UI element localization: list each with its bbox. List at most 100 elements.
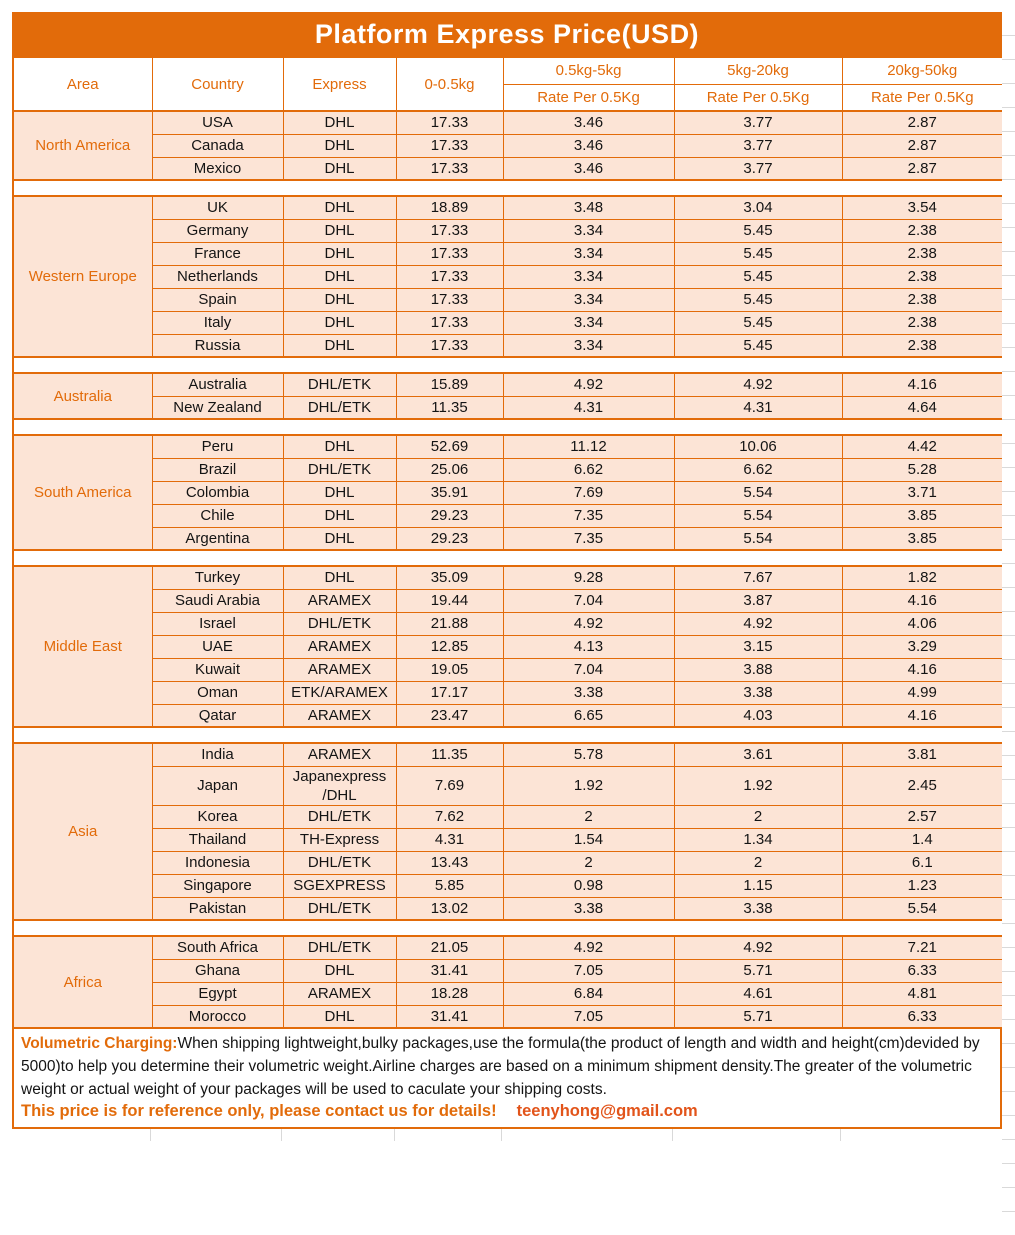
price-cell: 17.33 bbox=[395, 133, 504, 158]
price-cell: 13.43 bbox=[395, 850, 504, 875]
price-cell: 11.35 bbox=[395, 742, 504, 767]
spreadsheet-gridlines-bottom bbox=[12, 1129, 1002, 1141]
price-cell: 2 bbox=[673, 850, 843, 875]
price-cell: 17.17 bbox=[395, 680, 504, 705]
price-cell: 4.92 bbox=[673, 611, 843, 636]
col-header-rate-1: Rate Per 0.5Kg bbox=[502, 83, 675, 112]
price-table-body: North America USA DHL 17.33 3.46 3.77 2.87 Cana… bbox=[12, 110, 1004, 1029]
country-cell: India bbox=[151, 742, 284, 767]
country-cell: Korea bbox=[151, 804, 284, 829]
price-cell: 3.54 bbox=[841, 195, 1004, 220]
price-cell: 4.92 bbox=[673, 372, 843, 397]
col-header-area: Area bbox=[12, 56, 153, 112]
price-cell: 7.05 bbox=[502, 958, 675, 983]
price-cell: 3.34 bbox=[502, 310, 675, 335]
price-cell: 5.78 bbox=[502, 742, 675, 767]
express-cell: ARAMEX bbox=[282, 634, 397, 659]
price-cell: 19.05 bbox=[395, 657, 504, 682]
price-cell: 52.69 bbox=[395, 434, 504, 459]
country-cell: Pakistan bbox=[151, 896, 284, 921]
price-cell: 17.33 bbox=[395, 287, 504, 312]
price-cell: 3.34 bbox=[502, 264, 675, 289]
express-cell: ARAMEX bbox=[282, 703, 397, 728]
country-cell: USA bbox=[151, 110, 284, 135]
price-cell: 2.38 bbox=[841, 310, 1004, 335]
separator-cell bbox=[12, 726, 1004, 744]
table-row: Mexico DHL 17.33 3.46 3.77 2.87 bbox=[13, 156, 1004, 181]
price-cell: 1.4 bbox=[841, 827, 1004, 852]
price-cell: 17.33 bbox=[395, 156, 504, 181]
table-row: Asia India ARAMEX 11.35 5.78 3.61 3.81 bbox=[12, 742, 1004, 921]
price-cell: 6.33 bbox=[841, 1004, 1004, 1029]
price-cell: 3.38 bbox=[673, 896, 843, 921]
price-cell: 4.92 bbox=[502, 935, 675, 960]
price-cell: 2 bbox=[502, 804, 675, 829]
price-cell: 4.16 bbox=[841, 657, 1004, 682]
table-row: Brazil DHL/ETK 25.06 6.62 6.62 5.28 bbox=[13, 457, 1004, 482]
table-row: Ghana DHL 31.41 7.05 5.71 6.33 bbox=[13, 958, 1004, 983]
price-cell: 2 bbox=[673, 804, 843, 829]
reference-line: This price is for reference only, please… bbox=[21, 1102, 993, 1121]
separator-cell bbox=[12, 356, 1004, 374]
price-cell: 4.61 bbox=[673, 981, 843, 1006]
separator-row bbox=[12, 726, 1004, 744]
price-cell: 3.38 bbox=[502, 896, 675, 921]
express-cell: DHL/ETK bbox=[282, 804, 397, 829]
price-cell: 3.29 bbox=[841, 634, 1004, 659]
table-row: Thailand TH-Express 4.31 1.54 1.34 1.4 bbox=[13, 827, 1004, 852]
price-cell: 11.35 bbox=[395, 395, 504, 420]
price-cell: 9.28 bbox=[502, 565, 675, 590]
country-cell: Canada bbox=[151, 133, 284, 158]
separator-row bbox=[12, 418, 1004, 436]
price-cell: 17.33 bbox=[395, 264, 504, 289]
country-cell: Chile bbox=[151, 503, 284, 528]
price-cell: 1.92 bbox=[673, 765, 843, 806]
price-cell: 3.15 bbox=[673, 634, 843, 659]
price-cell: 1.92 bbox=[502, 765, 675, 806]
country-cell: New Zealand bbox=[151, 395, 284, 420]
table-row: Canada DHL 17.33 3.46 3.77 2.87 bbox=[13, 133, 1004, 158]
price-cell: 3.85 bbox=[841, 526, 1004, 551]
price-cell: 4.92 bbox=[502, 372, 675, 397]
table-row: South America Peru DHL 52.69 11.12 10.06 4.42 bbox=[12, 434, 1004, 551]
table-row: Middle East Turkey DHL 35.09 9.28 7.67 1.82 bbox=[12, 565, 1004, 728]
table-row: Korea DHL/ETK 7.62 2 2 2.57 bbox=[13, 804, 1004, 829]
price-cell: 15.89 bbox=[395, 372, 504, 397]
price-cell: 17.33 bbox=[395, 218, 504, 243]
price-cell: 6.1 bbox=[841, 850, 1004, 875]
country-cell: Italy bbox=[151, 310, 284, 335]
price-cell: 23.47 bbox=[395, 703, 504, 728]
price-cell: 2.38 bbox=[841, 333, 1004, 358]
price-cell: 3.61 bbox=[673, 742, 843, 767]
price-cell: 7.35 bbox=[502, 503, 675, 528]
express-cell: DHL bbox=[282, 480, 397, 505]
price-cell: 3.46 bbox=[502, 110, 675, 135]
country-cell: France bbox=[151, 241, 284, 266]
table-row: Australia Australia DHL/ETK 15.89 4.92 4.92 4.… bbox=[12, 372, 1004, 420]
price-cell: 3.48 bbox=[502, 195, 675, 220]
col-header-range-1: 0.5kg-5kg bbox=[502, 56, 675, 85]
area-cell: Western Europe bbox=[12, 195, 153, 358]
express-cell: ETK/ARAMEX bbox=[282, 680, 397, 705]
country-cell: Japan bbox=[151, 765, 284, 806]
country-cell: Indonesia bbox=[151, 850, 284, 875]
price-cell: 3.85 bbox=[841, 503, 1004, 528]
table-row: New Zealand DHL/ETK 11.35 4.31 4.31 4.64 bbox=[13, 395, 1004, 420]
table-row: Spain DHL 17.33 3.34 5.45 2.38 bbox=[13, 287, 1004, 312]
table-row: Colombia DHL 35.91 7.69 5.54 3.71 bbox=[13, 480, 1004, 505]
price-cell: 5.71 bbox=[673, 958, 843, 983]
price-cell: 18.89 bbox=[395, 195, 504, 220]
country-cell: UK bbox=[151, 195, 284, 220]
price-cell: 4.92 bbox=[502, 611, 675, 636]
express-cell: SGEXPRESS bbox=[282, 873, 397, 898]
price-cell: 5.54 bbox=[673, 503, 843, 528]
separator-row bbox=[12, 549, 1004, 567]
price-cell: 31.41 bbox=[395, 958, 504, 983]
price-cell: 4.03 bbox=[673, 703, 843, 728]
table-row: Germany DHL 17.33 3.34 5.45 2.38 bbox=[13, 218, 1004, 243]
price-cell: 17.33 bbox=[395, 110, 504, 135]
price-cell: 4.16 bbox=[841, 372, 1004, 397]
price-cell: 3.34 bbox=[502, 333, 675, 358]
volumetric-text: When shipping lightweight,bulky packages… bbox=[21, 1035, 980, 1098]
separator-cell bbox=[12, 418, 1004, 436]
